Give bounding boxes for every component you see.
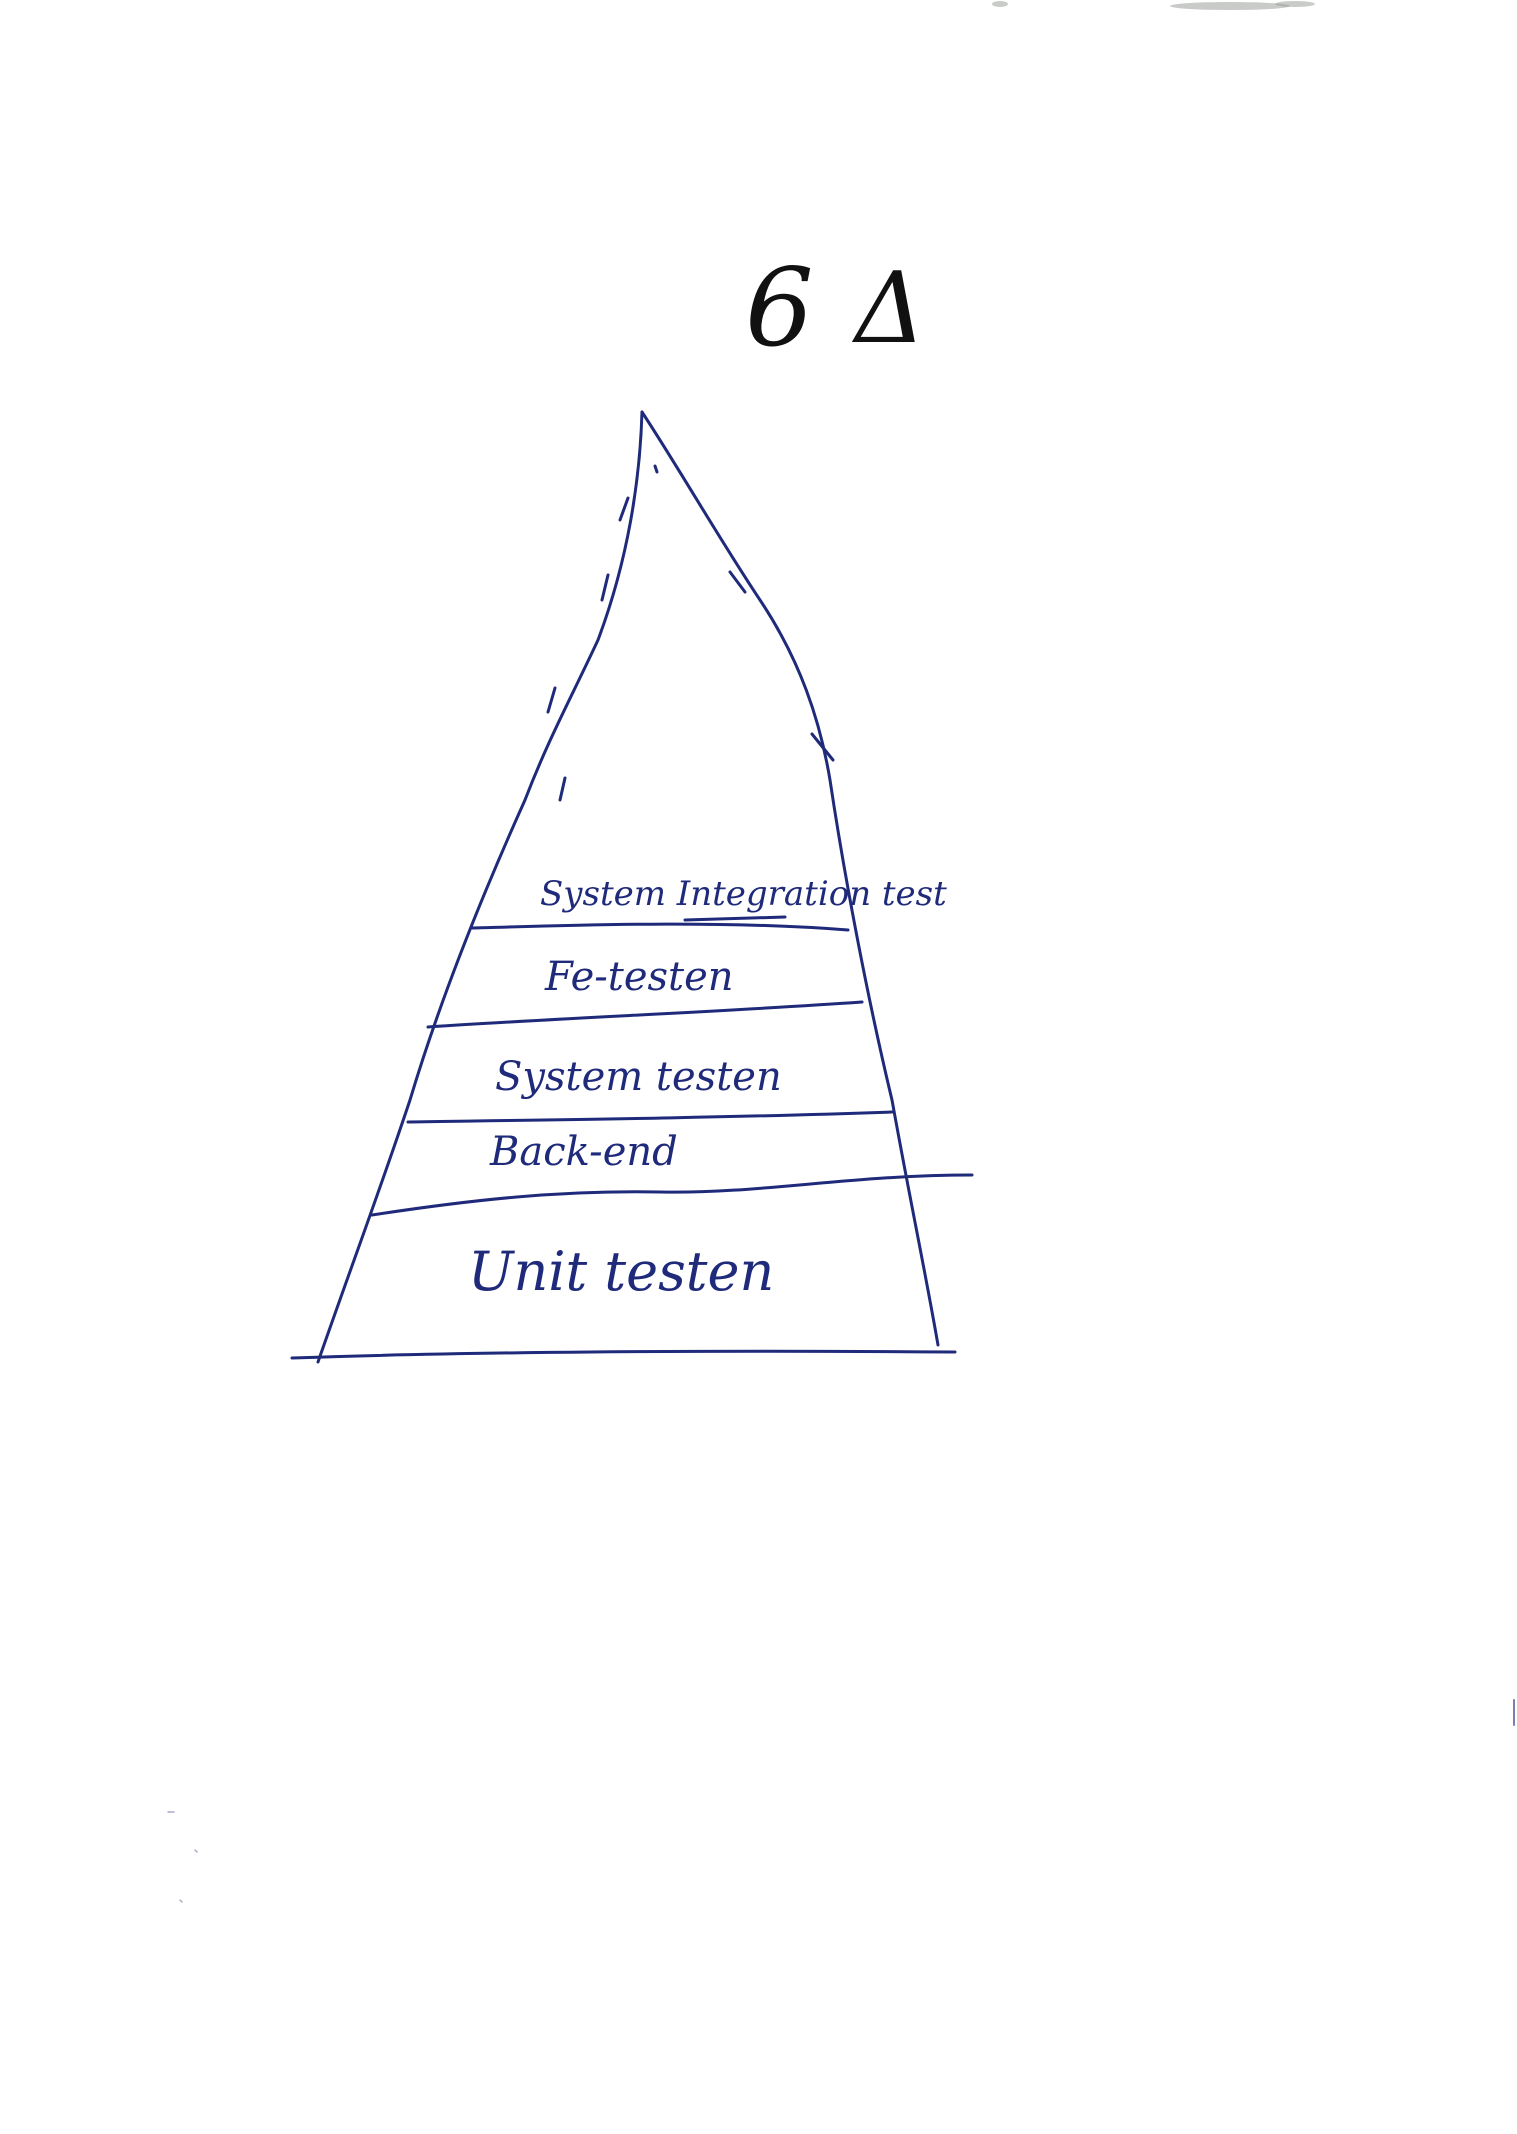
pyramid-base	[290, 1349, 957, 1360]
layer-label-unit-testen: Unit testen	[468, 1240, 774, 1303]
divider-1	[470, 922, 850, 932]
layer-dividers	[290, 915, 974, 1360]
layer-label-system-testen: System testen	[495, 1054, 782, 1100]
layer-label-fe-testen: Fe-testen	[544, 954, 734, 1000]
title-triangle-symbol: Δ	[851, 252, 926, 366]
title-number: 6	[745, 246, 814, 371]
layer-label-system-integration-test: System Integration test	[540, 874, 947, 914]
layer-labels: System Integration test Fe-testen System…	[468, 874, 947, 1303]
diagram-title: 6 Δ	[745, 246, 926, 371]
pyramid-outline	[316, 410, 940, 1364]
pyramid-right-edge	[640, 410, 940, 1347]
stray-marks	[167, 1699, 1515, 1903]
divider-2	[426, 1000, 864, 1029]
layer-label-back-end: Back-end	[489, 1129, 678, 1175]
scan-smudges	[992, 1, 1315, 10]
pyramid-left-edge	[316, 410, 644, 1364]
divider-3	[406, 1110, 894, 1124]
divider-4	[370, 1173, 974, 1217]
